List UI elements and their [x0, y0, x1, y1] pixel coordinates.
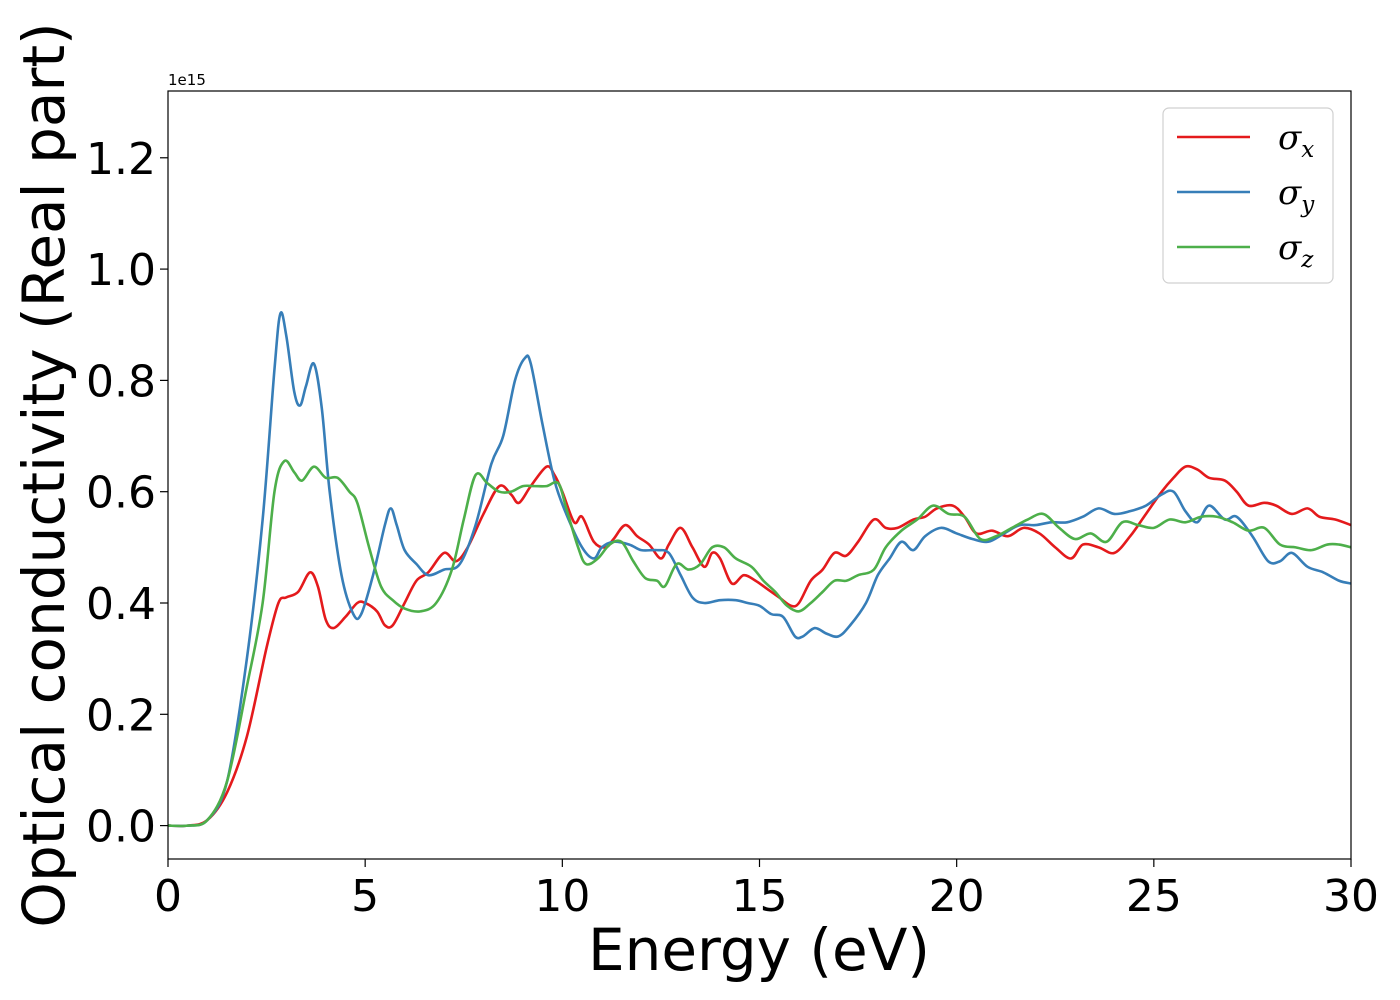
x-tick-label: 20: [929, 871, 985, 922]
y-tick-label: 0.0: [86, 802, 156, 853]
y-tick-label: 0.6: [86, 468, 156, 519]
x-tick-label: 5: [351, 871, 379, 922]
y-axis: 0.0 0.2 0.4 0.6 0.8 1.0 1.2: [86, 134, 168, 853]
legend-box: [1162, 107, 1334, 284]
x-tick-label: 10: [534, 871, 590, 922]
series-lines: [168, 311, 1351, 828]
y-axis-title: Optical conductivity (Real part): [10, 22, 78, 927]
x-axis-title: Energy (eV): [588, 916, 930, 984]
y-tick-label: 0.4: [86, 579, 156, 630]
y-offset-label: 1e15: [168, 71, 206, 89]
y-tick-label: 1.0: [86, 245, 156, 296]
series-line-x: [168, 464, 1351, 828]
x-tick-label: 30: [1323, 871, 1379, 922]
series-line-y: [168, 311, 1351, 828]
y-tick-label: 0.2: [86, 690, 156, 741]
series-line-z: [168, 459, 1351, 828]
y-tick-label: 0.8: [86, 356, 156, 407]
x-tick-label: 0: [154, 871, 182, 922]
x-tick-label: 25: [1126, 871, 1182, 922]
x-axis: 0 5 10 15 20 25 30: [154, 859, 1379, 922]
y-tick-label: 1.2: [86, 134, 156, 185]
x-tick-label: 15: [732, 871, 788, 922]
